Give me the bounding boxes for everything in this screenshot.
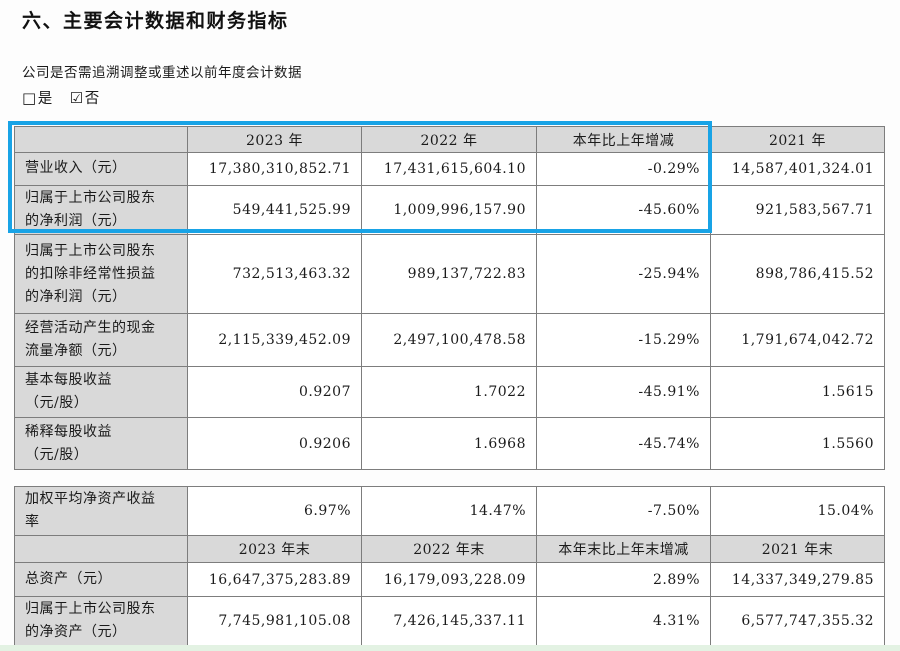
table-row: 基本每股收益 （元/股） 0.9207 1.7022 -45.91% 1.5615 [14, 366, 885, 419]
value-cell: 6,577,747,355.32 [710, 596, 885, 647]
row-label-cell: 营业收入（元） [14, 152, 188, 186]
value-cell: 0.9206 [187, 417, 362, 471]
footer-strip [0, 645, 900, 651]
value-cell: 2.89% [536, 562, 711, 598]
period-end-indicators-table: 加权平均净资产收益 率 6.97% 14.47% -7.50% 15.04% 2023 年… [14, 485, 885, 647]
restate-question: 公司是否需追溯调整或重述以前年度会计数据 [22, 65, 302, 81]
value-cell: 1.5615 [710, 366, 885, 419]
checkbox-no-label: 否 [84, 91, 100, 107]
row-label-cell: 归属于上市公司股东 的净利润（元） [14, 184, 188, 236]
value-cell: -0.29% [536, 152, 711, 186]
table-row: 稀释每股收益 （元/股） 0.9206 1.6968 -45.74% 1.5560 [14, 417, 885, 471]
column-header-cell: 2022 年 [361, 126, 537, 153]
column-header-cell: 2021 年末 [710, 535, 885, 564]
table-row: 加权平均净资产收益 率 6.97% 14.47% -7.50% 15.04% [14, 485, 885, 537]
checkbox-checked-icon: ☑ [69, 89, 84, 107]
table-row: 归属于上市公司股东 的净资产（元） 7,745,981,105.08 7,426,1… [14, 596, 885, 647]
table-row: 经营活动产生的现金 流量净额（元） 2,115,339,452.09 2,497,1… [14, 313, 885, 368]
table-row: 归属于上市公司股东 的净利润（元） 549,441,525.99 1,009,996… [14, 184, 885, 236]
row-label-cell: 归属于上市公司股东 的扣除非经常性损益 的净利润（元） [14, 234, 188, 315]
value-cell: 549,441,525.99 [187, 184, 362, 236]
value-cell: 14.47% [361, 485, 537, 537]
table-header-row: 2023 年末 2022 年末 本年末比上年末增减 2021 年末 [14, 535, 885, 564]
value-cell: -45.91% [536, 366, 711, 419]
checkbox-no: ☑否 [69, 89, 100, 107]
column-header-cell: 2023 年末 [187, 535, 362, 564]
column-header-cell: 本年比上年增减 [536, 126, 711, 153]
value-cell: 2,115,339,452.09 [187, 313, 362, 368]
value-cell: 921,583,567.71 [710, 184, 885, 236]
value-cell: 1,791,674,042.72 [710, 313, 885, 368]
column-header-cell: 2023 年 [187, 126, 362, 153]
table-row: 归属于上市公司股东 的扣除非经常性损益 的净利润（元） 732,513,463.3… [14, 234, 885, 315]
value-cell: 17,380,310,852.71 [187, 152, 362, 186]
row-label-cell: 基本每股收益 （元/股） [14, 366, 188, 419]
table-row: 营业收入（元） 17,380,310,852.71 17,431,615,604.1… [14, 152, 885, 186]
checkbox-yes: □是 [22, 89, 53, 107]
restate-checkboxes: □是 ☑否 [22, 87, 112, 108]
value-cell: -7.50% [536, 485, 711, 537]
value-cell: -45.60% [536, 184, 711, 236]
section-title: 六、主要会计数据和财务指标 [22, 10, 289, 32]
value-cell: 16,179,093,228.09 [361, 562, 537, 598]
checkbox-unchecked-icon: □ [22, 89, 37, 107]
value-cell: -45.74% [536, 417, 711, 471]
value-cell: 2,497,100,478.58 [361, 313, 537, 368]
row-label-cell: 总资产（元） [14, 562, 188, 598]
row-label-cell: 稀释每股收益 （元/股） [14, 417, 188, 471]
value-cell: 898,786,415.52 [710, 234, 885, 315]
value-cell: 14,587,401,324.01 [710, 152, 885, 186]
value-cell: 6.97% [187, 485, 362, 537]
value-cell: 4.31% [536, 596, 711, 647]
value-cell: 15.04% [710, 485, 885, 537]
value-cell: 732,513,463.32 [187, 234, 362, 315]
checkbox-yes-label: 是 [37, 91, 53, 107]
value-cell: 16,647,375,283.89 [187, 562, 362, 598]
value-cell: 14,337,349,279.85 [710, 562, 885, 598]
column-header-cell: 2021 年 [710, 126, 885, 153]
value-cell: -25.94% [536, 234, 711, 315]
value-cell: -15.29% [536, 313, 711, 368]
column-header-cell: 本年末比上年末增减 [536, 535, 711, 564]
row-label-cell: 经营活动产生的现金 流量净额（元） [14, 313, 188, 368]
annual-indicators-table: 2023 年 2022 年本年比上年增减 2021 年营业收入（元） 17,380,3… [14, 126, 885, 471]
value-cell: 1.6968 [361, 417, 537, 471]
value-cell: 0.9207 [187, 366, 362, 419]
table-header-row: 2023 年 2022 年本年比上年增减 2021 年 [14, 126, 885, 153]
row-label-cell: 加权平均净资产收益 率 [14, 485, 188, 537]
table-row: 总资产（元） 16,647,375,283.89 16,179,093,228.09… [14, 562, 885, 598]
value-cell: 7,426,145,337.11 [361, 596, 537, 647]
value-cell: 7,745,981,105.08 [187, 596, 362, 647]
value-cell: 17,431,615,604.10 [361, 152, 537, 186]
value-cell: 1.5560 [710, 417, 885, 471]
value-cell: 989,137,722.83 [361, 234, 537, 315]
value-cell: 1,009,996,157.90 [361, 184, 537, 236]
header-corner-cell [14, 126, 188, 153]
column-header-cell: 2022 年末 [361, 535, 537, 564]
value-cell: 1.7022 [361, 366, 537, 419]
header-corner-cell [14, 535, 188, 564]
row-label-cell: 归属于上市公司股东 的净资产（元） [14, 596, 188, 647]
